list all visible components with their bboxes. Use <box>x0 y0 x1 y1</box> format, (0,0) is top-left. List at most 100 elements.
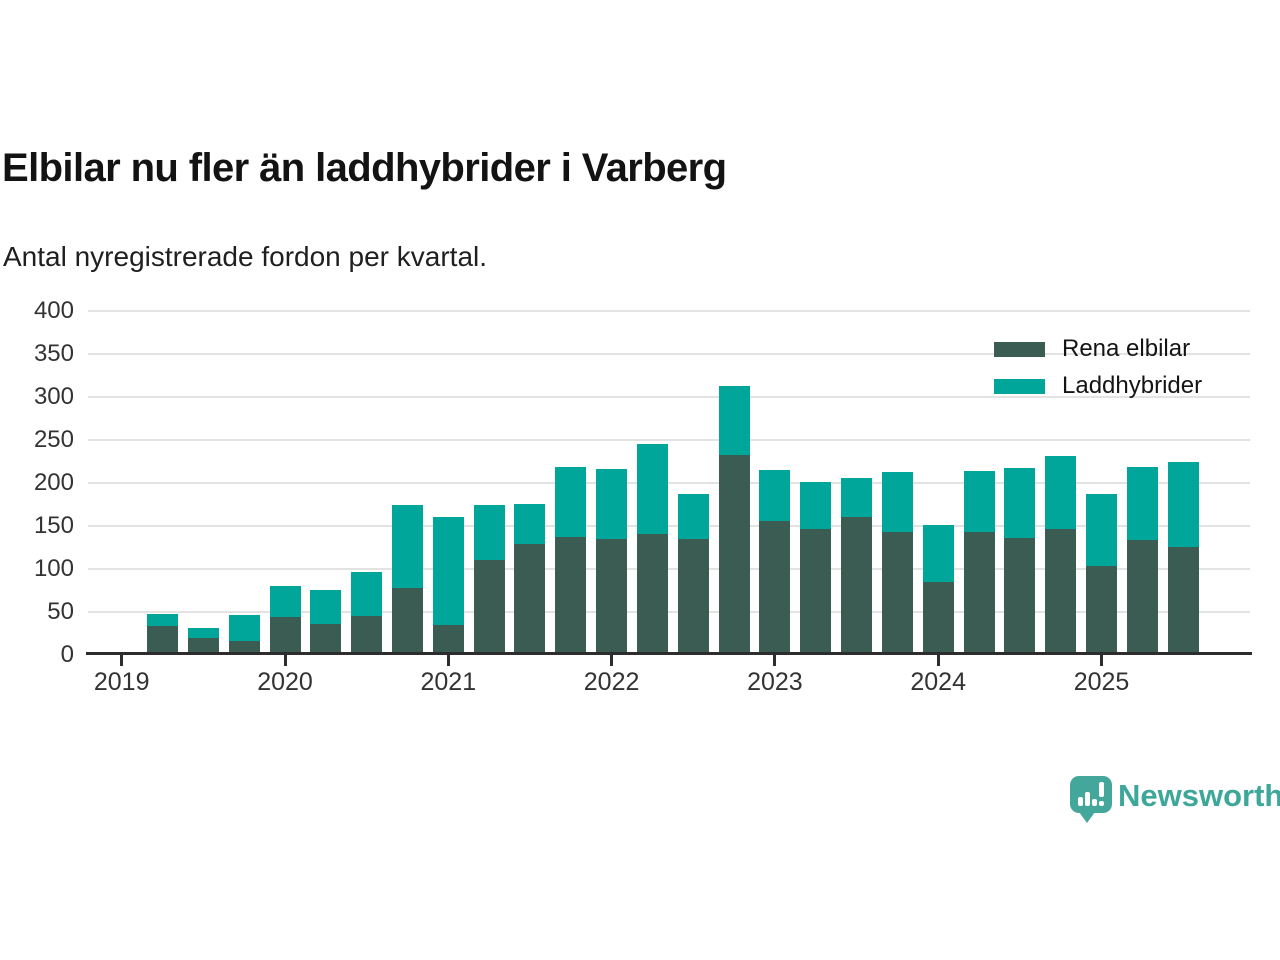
y-axis-label: 350 <box>33 340 74 367</box>
x-tick-2019 <box>120 655 124 666</box>
bar-segment-rena-elbilar <box>963 532 995 655</box>
x-axis-line <box>86 652 1252 655</box>
bar-segment-rena-elbilar <box>514 544 546 655</box>
bar-2024-Q4 <box>1045 455 1077 655</box>
bar-2025-Q2 <box>1126 466 1158 655</box>
gridline-300 <box>88 396 1250 398</box>
legend-item-rena-elbilar: Rena elbilar <box>994 335 1202 363</box>
bar-segment-laddhybrider <box>432 517 464 625</box>
y-axis-label: 0 <box>60 641 74 668</box>
bar-segment-laddhybrider <box>596 469 628 539</box>
bar-segment-rena-elbilar <box>596 538 628 655</box>
gridline-400 <box>88 310 1250 312</box>
bar-segment-laddhybrider <box>555 466 587 538</box>
x-tick-2023 <box>773 655 777 666</box>
bar-2020-Q3 <box>351 572 383 655</box>
logo-exclamation-icon <box>1099 782 1104 797</box>
gridline-250 <box>88 439 1250 441</box>
bar-segment-laddhybrider <box>922 525 954 582</box>
bar-segment-laddhybrider <box>310 589 342 625</box>
bar-2020-Q2 <box>310 589 342 655</box>
x-axis-label-2023: 2023 <box>747 668 803 696</box>
x-axis-label-2022: 2022 <box>583 668 640 696</box>
legend: Rena elbilar Laddhybrider <box>994 335 1202 409</box>
bar-segment-laddhybrider <box>881 471 913 533</box>
newsworthy-logo: Newsworthy <box>1070 775 1280 825</box>
bar-segment-laddhybrider <box>269 586 301 618</box>
logo-exclamation-dot <box>1099 801 1104 806</box>
bar-segment-laddhybrider <box>677 494 709 539</box>
bar-segment-rena-elbilar <box>677 538 709 655</box>
y-axis-label: 100 <box>33 555 74 582</box>
bar-2019-Q3 <box>187 627 219 655</box>
bar-segment-rena-elbilar <box>187 637 219 655</box>
bar-2021-Q4 <box>555 466 587 655</box>
bar-2019-Q4 <box>228 614 260 655</box>
bar-segment-rena-elbilar <box>269 617 301 655</box>
bar-2021-Q3 <box>514 503 546 655</box>
y-axis-label: 200 <box>33 469 74 496</box>
bar-2023-Q2 <box>800 482 832 655</box>
legend-label: Rena elbilar <box>1062 335 1191 362</box>
bar-2024-Q2 <box>963 470 995 655</box>
bar-segment-rena-elbilar <box>800 528 832 655</box>
x-axis-label-2025: 2025 <box>1073 668 1130 696</box>
legend-swatch-rena-elbilar <box>994 341 1045 357</box>
chart-subtitle: Antal nyregistrerade fordon per kvartal. <box>3 241 488 272</box>
bar-segment-rena-elbilar <box>718 455 750 655</box>
logo-bubble <box>1070 776 1112 813</box>
bar-segment-laddhybrider <box>963 470 995 533</box>
bar-segment-rena-elbilar <box>228 641 260 655</box>
y-axis-label: 50 <box>47 598 74 625</box>
bar-2025-Q1 <box>1086 494 1117 655</box>
bar-segment-rena-elbilar <box>1086 566 1117 655</box>
bar-segment-laddhybrider <box>636 444 668 534</box>
bar-2020-Q4 <box>391 505 423 655</box>
bar-segment-laddhybrider <box>514 503 546 545</box>
bar-2022-Q3 <box>677 494 709 655</box>
x-tick-2025 <box>1100 655 1103 666</box>
bar-segment-laddhybrider <box>718 385 750 456</box>
bar-segment-rena-elbilar <box>351 616 383 655</box>
y-axis-label: 150 <box>33 512 74 539</box>
bar-segment-laddhybrider <box>1004 468 1036 539</box>
bar-2022-Q2 <box>636 444 668 655</box>
plot-area <box>88 310 1250 655</box>
bar-chart-speech-bubble-icon <box>1070 776 1112 823</box>
legend-label: Laddhybrider <box>1062 372 1203 399</box>
logo-bubble-tail <box>1079 812 1095 823</box>
bar-segment-rena-elbilar <box>555 537 587 655</box>
gridline-100 <box>88 568 1250 570</box>
bar-2025-Q3 <box>1167 462 1199 655</box>
bar-2020-Q1 <box>269 586 301 655</box>
bar-segment-laddhybrider <box>187 627 219 638</box>
legend-swatch-laddhybrider <box>994 378 1045 394</box>
chart-title: Elbilar nu fler än laddhybrider i Varber… <box>2 146 727 190</box>
bar-2023-Q3 <box>841 477 873 655</box>
bar-segment-laddhybrider <box>351 572 383 617</box>
bar-segment-rena-elbilar <box>1045 528 1077 655</box>
bar-segment-laddhybrider <box>759 470 791 521</box>
bar-segment-laddhybrider <box>147 613 179 626</box>
gridline-150 <box>88 525 1250 527</box>
y-axis-label: 300 <box>33 383 74 410</box>
bar-segment-rena-elbilar <box>1126 539 1158 655</box>
bar-2022-Q4 <box>718 385 750 655</box>
bar-2019-Q2 <box>147 613 179 655</box>
bar-segment-rena-elbilar <box>391 587 423 655</box>
bar-2023-Q1 <box>759 470 791 655</box>
bar-2022-Q1 <box>596 469 628 655</box>
x-axis-label-2024: 2024 <box>910 668 966 696</box>
gridline-200 <box>88 482 1250 484</box>
gridline-350 <box>88 353 1250 355</box>
bar-segment-laddhybrider <box>841 477 873 518</box>
bar-segment-rena-elbilar <box>147 625 179 655</box>
brand-name: Newsworthy <box>1118 778 1280 813</box>
legend-item-laddhybrider: Laddhybrider <box>994 372 1202 400</box>
x-tick-2024 <box>936 655 940 666</box>
logo-bar-icon <box>1085 792 1090 806</box>
x-tick-2021 <box>446 655 450 666</box>
x-axis-label-2020: 2020 <box>257 668 313 696</box>
bar-segment-rena-elbilar <box>841 517 873 655</box>
bar-2021-Q2 <box>473 504 505 655</box>
